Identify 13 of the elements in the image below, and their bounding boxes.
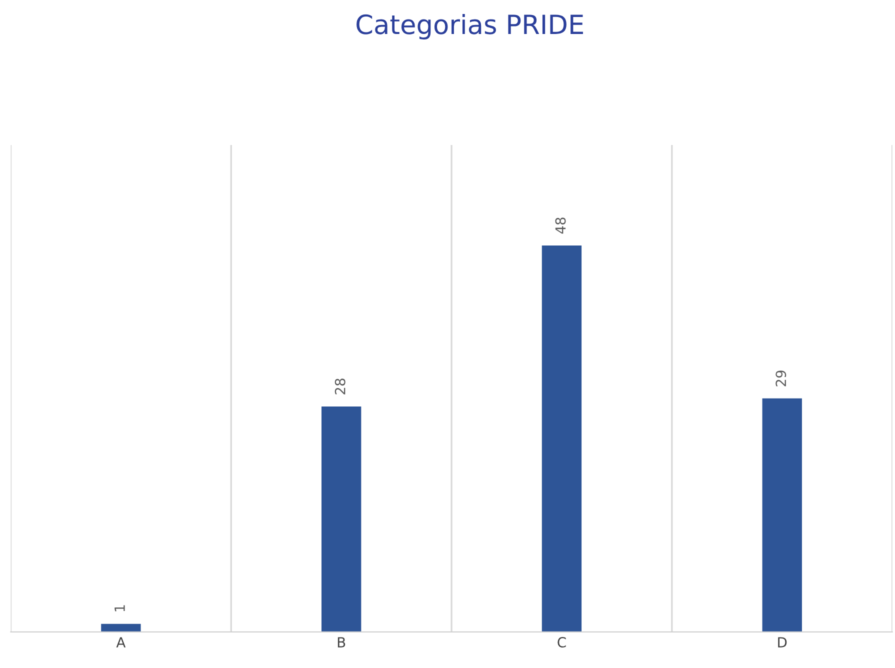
- bar: [101, 624, 141, 632]
- bar: [542, 245, 582, 632]
- x-tick-label: D: [778, 637, 787, 648]
- data-label: 28: [334, 378, 346, 394]
- x-tick-label: C: [558, 637, 566, 648]
- data-label: 1: [114, 605, 125, 612]
- chart-title: Categorias PRIDE: [356, 14, 583, 40]
- bar: [321, 406, 362, 632]
- x-tick-label: A: [116, 637, 126, 648]
- x-tick-label: B: [338, 637, 346, 648]
- data-label: 29: [776, 370, 786, 386]
- bar: [762, 398, 802, 632]
- data-label: 48: [555, 218, 566, 234]
